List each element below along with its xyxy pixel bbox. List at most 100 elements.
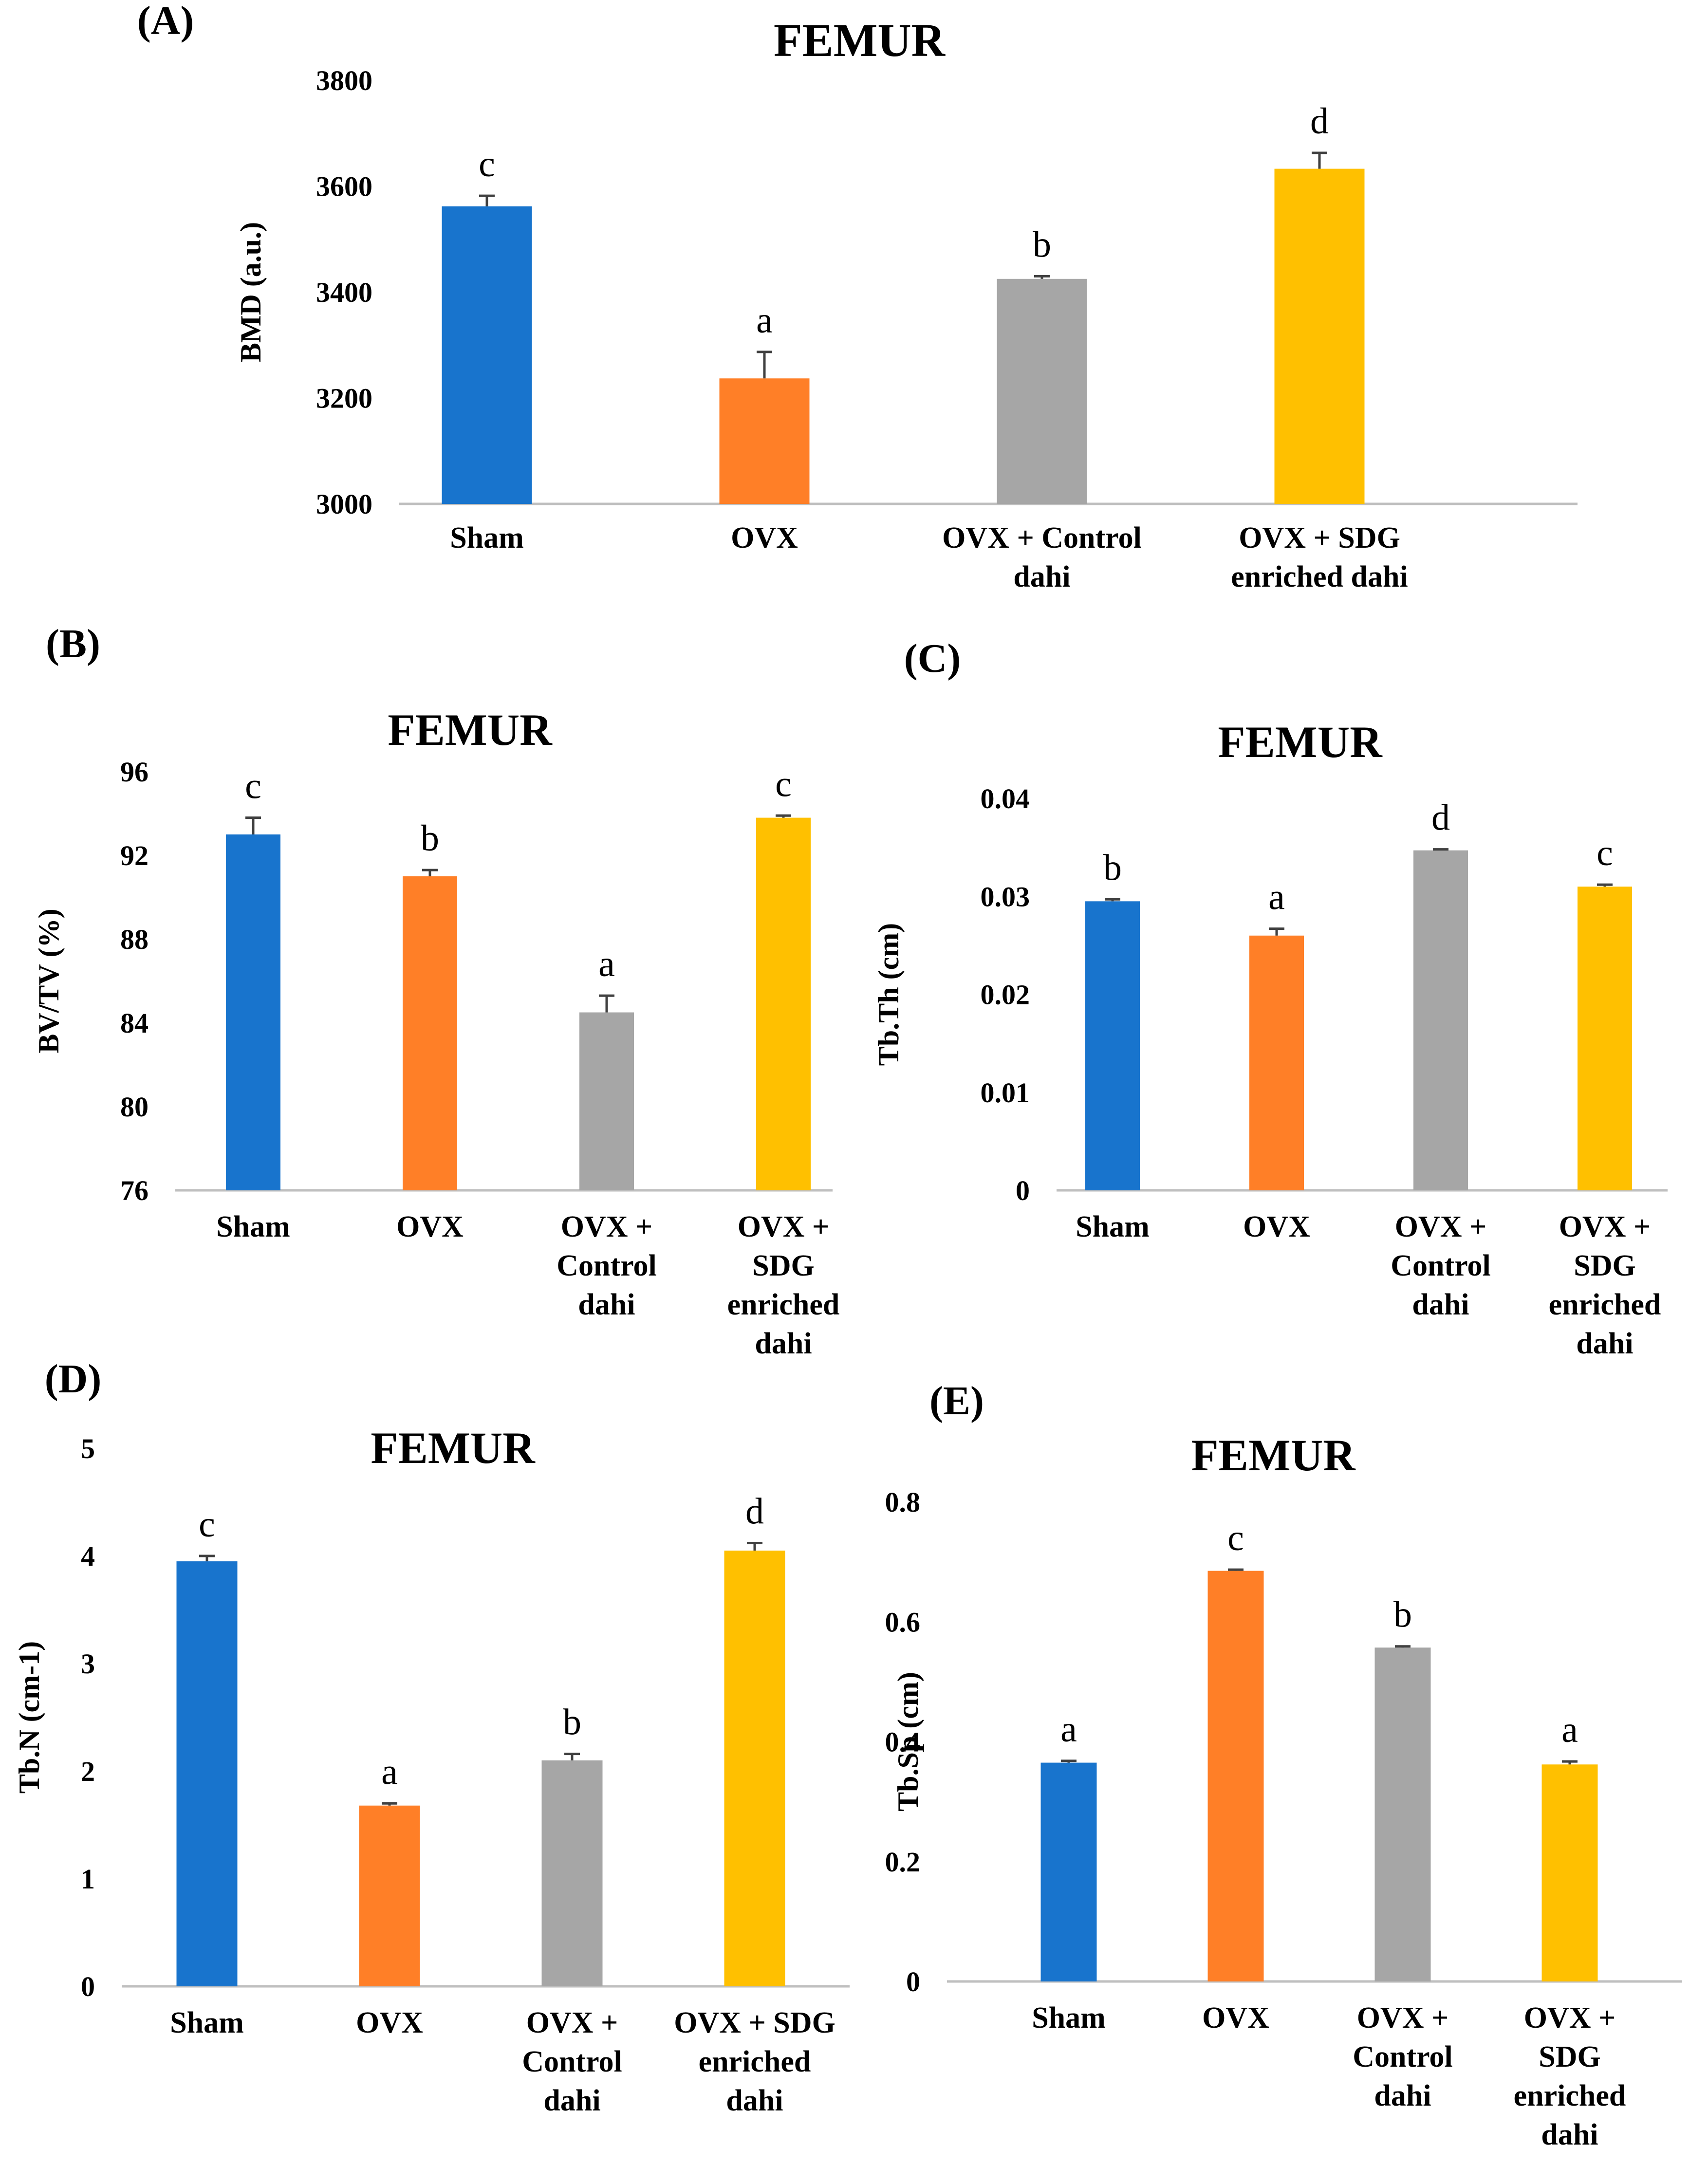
y-axis-title: Tb.Th (cm): [873, 923, 905, 1066]
bar: [1207, 1571, 1264, 1981]
bar: [997, 278, 1087, 504]
bar: [403, 876, 457, 1190]
y-axis-title: Tb.Sp (cm): [892, 1672, 924, 1812]
y-tick-label: 0.4: [885, 1726, 921, 1758]
y-tick-label: 4: [81, 1540, 95, 1572]
x-tick-label: dahi: [1412, 1288, 1469, 1321]
x-tick-label: Control: [557, 1249, 657, 1282]
significance-letter: c: [199, 1504, 215, 1545]
bar: [1040, 1762, 1097, 1981]
significance-letter: b: [421, 818, 439, 859]
y-tick-label: 0.01: [981, 1077, 1030, 1109]
significance-letter: a: [381, 1751, 398, 1792]
bar: [1413, 850, 1468, 1190]
bar: [226, 834, 280, 1190]
y-tick-label: 88: [120, 924, 149, 955]
significance-letter: b: [1033, 224, 1051, 265]
bar: [1374, 1647, 1431, 1981]
y-tick-label: 0: [81, 1971, 95, 2002]
x-tick-label: Sham: [1032, 2001, 1106, 2035]
y-tick-label: 96: [120, 756, 149, 788]
x-tick-label: Sham: [1076, 1210, 1150, 1243]
x-tick-label: Control: [522, 2045, 622, 2078]
y-tick-label: 2: [81, 1756, 95, 1787]
x-tick-label: Sham: [216, 1210, 290, 1243]
y-tick-label: 0.03: [981, 881, 1030, 912]
y-tick-label: 0.6: [885, 1606, 921, 1638]
x-tick-label: dahi: [578, 1288, 635, 1321]
bar: [719, 378, 810, 504]
x-tick-label: OVX + SDG: [674, 2006, 835, 2039]
y-tick-label: 0.02: [981, 979, 1030, 1011]
bar: [176, 1561, 238, 1986]
x-tick-label: Control: [1353, 2040, 1453, 2073]
significance-letter: a: [1268, 877, 1285, 918]
x-tick-label: SDG: [1574, 1249, 1635, 1282]
x-tick-label: dahi: [543, 2084, 600, 2117]
bar: [359, 1805, 420, 1986]
x-tick-label: OVX + SDG: [1239, 521, 1400, 555]
x-tick-label: OVX +: [1395, 1210, 1487, 1243]
x-tick-label: SDG: [752, 1249, 814, 1282]
x-tick-label: dahi: [726, 2084, 783, 2117]
y-tick-label: 0.2: [885, 1846, 921, 1878]
bar: [756, 817, 811, 1190]
significance-letter: c: [479, 144, 495, 185]
y-tick-label: 3800: [316, 65, 372, 96]
y-axis-title: Tb.N (cm-1): [13, 1641, 45, 1794]
y-tick-label: 3: [81, 1648, 95, 1680]
x-tick-label: OVX +: [1357, 2001, 1449, 2035]
chart-panel-a: (A) FEMUR BMD (a.u.) 3000 3200 3400 3600 3800 c S…: [137, 0, 1578, 593]
chart-title: FEMUR: [388, 705, 553, 755]
x-tick-label: Sham: [450, 521, 524, 555]
chart-title: FEMUR: [371, 1423, 536, 1473]
chart-panel-e: (E) FEMUR Tb.Sp (cm) 0 0.2 0.4 0.6 0.8 a Sham c OVX…: [885, 1378, 1682, 2151]
x-tick-label: dahi: [1013, 560, 1070, 593]
significance-letter: d: [1310, 101, 1329, 142]
x-tick-label: enriched: [727, 1288, 840, 1321]
x-tick-label: dahi: [1576, 1327, 1633, 1360]
bar: [579, 1012, 634, 1190]
x-tick-label: OVX: [1243, 1210, 1310, 1243]
y-axis-title: BMD (a.u.): [235, 222, 267, 362]
panel-label: (E): [929, 1378, 984, 1424]
chart-title: FEMUR: [774, 14, 946, 66]
chart-title: FEMUR: [1191, 1430, 1356, 1480]
x-tick-label: OVX: [731, 521, 798, 555]
y-tick-label: 80: [120, 1091, 149, 1123]
bar: [724, 1550, 785, 1986]
bar: [1274, 168, 1365, 504]
significance-letter: d: [745, 1491, 764, 1532]
x-tick-label: dahi: [755, 1327, 812, 1360]
x-tick-label: OVX +: [738, 1210, 830, 1243]
x-tick-label: SDG: [1539, 2040, 1600, 2073]
significance-letter: a: [756, 300, 773, 341]
x-tick-label: enriched: [1549, 1288, 1661, 1321]
x-tick-label: Control: [1391, 1249, 1491, 1282]
bar: [1578, 887, 1632, 1190]
significance-letter: c: [775, 763, 792, 804]
x-tick-label: dahi: [1374, 2079, 1431, 2112]
significance-letter: c: [1227, 1517, 1244, 1558]
y-tick-label: 92: [120, 840, 149, 871]
chart-panel-d: (D) FEMUR Tb.N (cm-1) 0 1 2 3 4 5 c Sham a OVX b OVX +…: [13, 1356, 850, 2117]
y-tick-label: 0: [1016, 1175, 1030, 1206]
chart-panel-b: (B) FEMUR BV/TV (%) 76 80 84 88 92 96 c Sham b OVX a O…: [33, 621, 839, 1360]
significance-letter: b: [1393, 1594, 1412, 1635]
significance-letter: a: [598, 944, 615, 984]
y-tick-label: 3200: [316, 383, 372, 414]
y-tick-label: 3000: [316, 488, 372, 520]
bar: [541, 1760, 603, 1986]
y-tick-label: 0: [906, 1966, 920, 1998]
x-tick-label: OVX: [396, 1210, 464, 1243]
x-tick-label: OVX +: [1559, 1210, 1651, 1243]
y-tick-label: 0.8: [885, 1486, 921, 1518]
chart-title: FEMUR: [1218, 717, 1383, 767]
significance-letter: a: [1561, 1709, 1578, 1750]
bar: [1085, 901, 1140, 1190]
significance-letter: b: [1103, 847, 1122, 888]
y-tick-label: 5: [81, 1433, 95, 1464]
x-tick-label: dahi: [1541, 2118, 1598, 2151]
significance-letter: c: [1597, 833, 1613, 873]
